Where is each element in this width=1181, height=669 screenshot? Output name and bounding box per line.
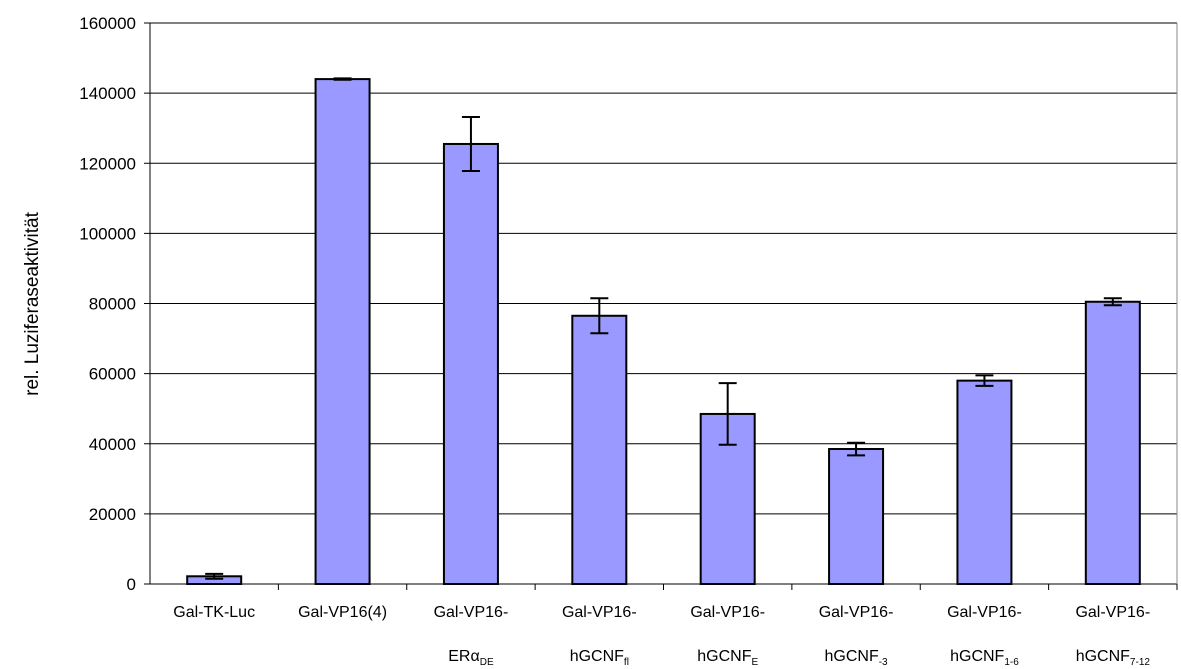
y-tick-label: 100000 [79,224,136,243]
x-tick-label-main: hGCNF [950,648,1004,665]
y-tick-label: 140000 [79,84,136,103]
x-tick-label-subscript: 7-12 [1130,657,1150,668]
x-tick-label: Gal-VP16- [562,604,637,621]
bar [956,379,1013,586]
x-tick-label-subscript: -3 [879,657,888,668]
y-tick-label: 20000 [89,505,136,524]
y-tick-label: 80000 [89,295,136,314]
bar [1084,300,1141,585]
x-tick-label-main: hGCNF [1076,648,1130,665]
x-tick-label-line2: hGCNFE [697,648,758,668]
x-tick-label-subscript: fl [624,657,629,668]
y-tick-label: 120000 [79,154,136,173]
x-tick-label-main: ERα [448,648,479,665]
x-tick-label-main: hGCNF [824,648,878,665]
bars [186,78,1141,586]
x-tick-label-subscript: 1-6 [1004,657,1019,668]
y-tick-label: 0 [127,575,136,594]
x-tick-label: Gal-VP16- [434,604,509,621]
x-tick-label-subscript: E [751,657,758,668]
gridlines [150,22,1177,515]
error-bars [205,77,1122,580]
x-tick-label-main: hGCNF [697,648,751,665]
bar [314,78,371,585]
x-tick-label: Gal-VP16- [947,604,1022,621]
y-axis-title: rel. Luziferaseaktivität [22,211,43,395]
x-tick-label: Gal-TK-Luc [173,604,255,621]
x-tick-label-line2: hGCNF1-6 [950,648,1019,668]
x-tick-label-line2: ERαDE [448,648,494,668]
y-tick-labels: 0 20000 40000 60000 80000 100000 120000 140000 1… [79,14,136,594]
y-tick-label: 60000 [89,365,136,384]
axes [144,22,1178,590]
x-tick-label-main: hGCNF [570,648,624,665]
bar [442,142,499,585]
x-tick-label-line2: hGCNF-3 [824,648,888,668]
x-tick-label: Gal-VP16- [1075,604,1150,621]
y-tick-label: 40000 [89,435,136,454]
x-category-labels: Gal-TK-Luc Gal-VP16(4) Gal-VP16- ERαDE Gal-V… [173,604,1150,668]
bar [571,314,628,585]
x-tick-label: Gal-VP16- [690,604,765,621]
x-tick-label-line2: hGCNF7-12 [1076,648,1151,668]
x-tick-label: Gal-VP16(4) [298,604,387,621]
y-tick-label: 160000 [79,14,136,33]
x-tick-label-line2: hGCNFfl [570,648,629,668]
x-tick-label: Gal-VP16- [819,604,894,621]
bar [828,448,885,585]
x-tick-label-subscript: DE [480,657,494,668]
